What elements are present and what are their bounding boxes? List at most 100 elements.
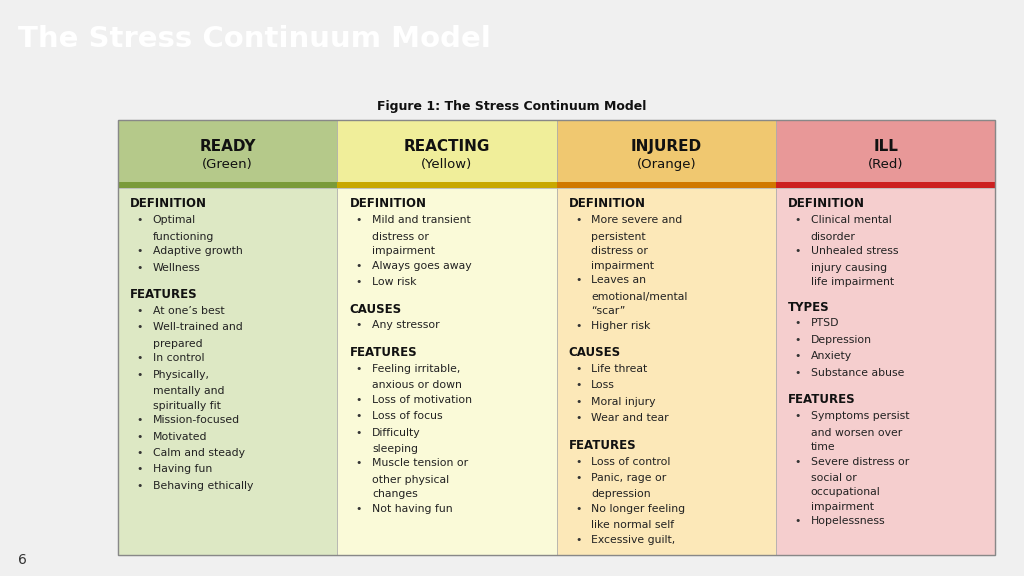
Text: Loss of motivation: Loss of motivation [372, 395, 472, 405]
Text: Feeling irritable,: Feeling irritable, [372, 364, 461, 374]
Text: Excessive guilt,: Excessive guilt, [592, 535, 676, 545]
Text: Depression: Depression [811, 335, 871, 345]
Text: Physically,: Physically, [153, 370, 210, 380]
Text: •: • [355, 364, 361, 374]
Text: •: • [575, 364, 582, 374]
Text: like normal self: like normal self [592, 520, 675, 530]
Text: impairment: impairment [811, 502, 873, 512]
Text: •: • [795, 411, 801, 421]
Text: social or: social or [811, 473, 856, 483]
Text: time: time [811, 442, 836, 452]
Bar [118, 120, 995, 555]
Text: PTSD: PTSD [811, 319, 840, 328]
Text: distress or: distress or [592, 246, 648, 256]
Text: INJURED: INJURED [631, 139, 701, 154]
Text: impairment: impairment [592, 261, 654, 271]
Text: •: • [575, 397, 582, 407]
Text: functioning: functioning [153, 232, 214, 242]
Text: •: • [575, 457, 582, 467]
Bar [337, 120, 557, 183]
Text: The Stress Continuum Model: The Stress Continuum Model [18, 25, 492, 53]
Text: Well-trained and: Well-trained and [153, 323, 243, 332]
Text: (Orange): (Orange) [637, 158, 696, 172]
Text: Severe distress or: Severe distress or [811, 457, 909, 467]
Text: •: • [355, 427, 361, 438]
Bar [776, 183, 995, 188]
Text: 6: 6 [18, 553, 28, 567]
Text: •: • [136, 464, 142, 475]
Text: •: • [355, 395, 361, 405]
Text: READY: READY [200, 139, 256, 154]
Text: •: • [136, 431, 142, 442]
Text: •: • [795, 246, 801, 256]
Text: •: • [575, 504, 582, 514]
Text: •: • [355, 458, 361, 468]
Text: More severe and: More severe and [592, 215, 683, 225]
Text: FEATURES: FEATURES [788, 393, 856, 406]
Text: Anxiety: Anxiety [811, 351, 852, 361]
Text: “scar”: “scar” [592, 306, 626, 316]
Text: Optimal: Optimal [153, 215, 196, 225]
Text: Calm and steady: Calm and steady [153, 448, 245, 458]
Text: •: • [575, 380, 582, 391]
Text: depression: depression [592, 490, 651, 499]
Text: Low risk: Low risk [372, 277, 417, 287]
Text: Motivated: Motivated [153, 431, 207, 442]
Text: Always goes away: Always goes away [372, 261, 472, 271]
Text: sleeping: sleeping [372, 444, 418, 454]
Text: Loss of focus: Loss of focus [372, 411, 442, 421]
Text: FEATURES: FEATURES [349, 346, 417, 359]
Text: Having fun: Having fun [153, 464, 212, 475]
Text: mentally and: mentally and [153, 386, 224, 396]
Bar [776, 120, 995, 183]
Text: •: • [355, 277, 361, 287]
Bar [557, 120, 776, 183]
Text: •: • [136, 306, 142, 316]
Text: Higher risk: Higher risk [592, 320, 650, 331]
Text: CAUSES: CAUSES [569, 346, 621, 359]
Text: Loss of control: Loss of control [592, 457, 671, 467]
Text: •: • [136, 215, 142, 225]
Text: DEFINITION: DEFINITION [349, 198, 426, 210]
Text: •: • [355, 504, 361, 514]
Text: Loss: Loss [592, 380, 615, 391]
Text: emotional/mental: emotional/mental [592, 291, 688, 302]
Text: (Red): (Red) [868, 158, 903, 172]
Text: impairment: impairment [372, 246, 435, 256]
Text: FEATURES: FEATURES [569, 438, 637, 452]
Text: Behaving ethically: Behaving ethically [153, 481, 253, 491]
Text: Leaves an: Leaves an [592, 275, 646, 285]
Text: Symptoms persist: Symptoms persist [811, 411, 909, 421]
Text: anxious or down: anxious or down [372, 380, 462, 390]
Text: •: • [136, 353, 142, 363]
Text: occupational: occupational [811, 487, 881, 498]
Text: life impairment: life impairment [811, 277, 894, 287]
Text: Substance abuse: Substance abuse [811, 368, 904, 378]
Text: DEFINITION: DEFINITION [130, 198, 207, 210]
Text: •: • [136, 370, 142, 380]
Text: spiritually fit: spiritually fit [153, 401, 220, 411]
Text: Figure 1: The Stress Continuum Model: Figure 1: The Stress Continuum Model [377, 100, 647, 113]
Text: persistent: persistent [592, 232, 646, 242]
Text: •: • [575, 535, 582, 545]
Text: DEFINITION: DEFINITION [788, 198, 865, 210]
Text: ILL: ILL [873, 139, 898, 154]
Text: •: • [136, 246, 142, 256]
Text: Moral injury: Moral injury [592, 397, 655, 407]
Text: •: • [355, 320, 361, 331]
Text: •: • [575, 275, 582, 285]
Text: Adaptive growth: Adaptive growth [153, 246, 243, 256]
Text: and worsen over: and worsen over [811, 427, 902, 438]
Text: •: • [795, 335, 801, 345]
Text: Wellness: Wellness [153, 263, 201, 272]
Text: disorder: disorder [811, 232, 856, 242]
Text: •: • [575, 320, 582, 331]
Text: prepared: prepared [153, 339, 202, 349]
Text: Any stressor: Any stressor [372, 320, 439, 331]
Text: changes: changes [372, 490, 418, 499]
Text: injury causing: injury causing [811, 263, 887, 272]
Text: •: • [795, 351, 801, 361]
Text: •: • [795, 457, 801, 467]
Text: CAUSES: CAUSES [349, 302, 401, 316]
Text: Clinical mental: Clinical mental [811, 215, 892, 225]
